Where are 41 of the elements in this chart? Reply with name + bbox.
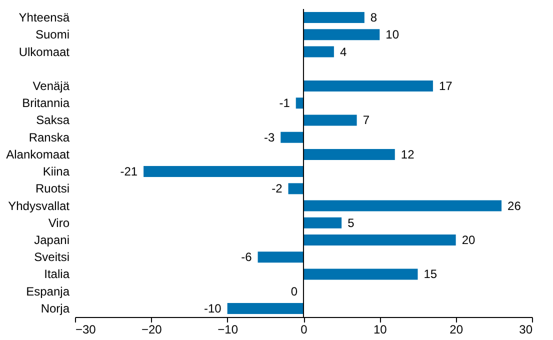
data-label: 15 bbox=[424, 267, 438, 282]
data-label: 7 bbox=[362, 113, 370, 128]
y-tick-label: Ruotsi bbox=[35, 182, 70, 196]
data-label: 0 bbox=[290, 284, 298, 298]
data-label: 26 bbox=[508, 198, 522, 213]
y-tick-label: Alankomaat bbox=[6, 147, 70, 162]
y-tick-label: Italia bbox=[44, 267, 70, 282]
data-label: 20 bbox=[462, 233, 476, 247]
data-label: 10 bbox=[386, 28, 400, 42]
data-label: -21 bbox=[120, 164, 138, 179]
y-tick-label: Espanja bbox=[26, 284, 70, 298]
y-tick-label: Ulkomaat bbox=[18, 44, 70, 59]
data-label: 5 bbox=[348, 216, 355, 230]
y-tick-label: Kiina bbox=[42, 164, 70, 179]
data-label: 17 bbox=[438, 79, 453, 93]
y-tick-label: Suomi bbox=[35, 28, 70, 42]
y-tick-label: Yhdysvallat bbox=[8, 198, 70, 213]
y-tick-label: Venäjä bbox=[32, 79, 70, 93]
x-tick-label: 20 bbox=[450, 322, 464, 336]
y-tick-label: Japani bbox=[34, 233, 70, 247]
y-tick-label: Ranska bbox=[28, 130, 70, 144]
x-tick-label: 30 bbox=[519, 322, 533, 336]
y-tick-label: Saksa bbox=[36, 113, 70, 128]
data-label: 12 bbox=[400, 147, 415, 162]
x-tick-label: −30 bbox=[76, 322, 96, 336]
y-tick-label: Yhteensä bbox=[18, 10, 70, 25]
y-tick-label: Sveitsi bbox=[34, 250, 70, 264]
y-tick-label: Viro bbox=[48, 216, 70, 230]
x-tick-label: 10 bbox=[373, 322, 388, 336]
y-tick-label: Britannia bbox=[22, 96, 70, 110]
data-label: -3 bbox=[264, 130, 275, 144]
data-label: 8 bbox=[370, 10, 378, 25]
y-tick-label: Norja bbox=[40, 301, 70, 316]
data-label: -6 bbox=[241, 250, 252, 264]
x-tick-label: −20 bbox=[141, 322, 162, 336]
data-label: 4 bbox=[340, 44, 347, 59]
data-label: -1 bbox=[279, 96, 290, 110]
data-label: -2 bbox=[272, 182, 283, 196]
data-label: -10 bbox=[204, 301, 222, 316]
x-tick-label: 0 bbox=[300, 322, 308, 336]
x-tick-label: −10 bbox=[218, 322, 238, 336]
